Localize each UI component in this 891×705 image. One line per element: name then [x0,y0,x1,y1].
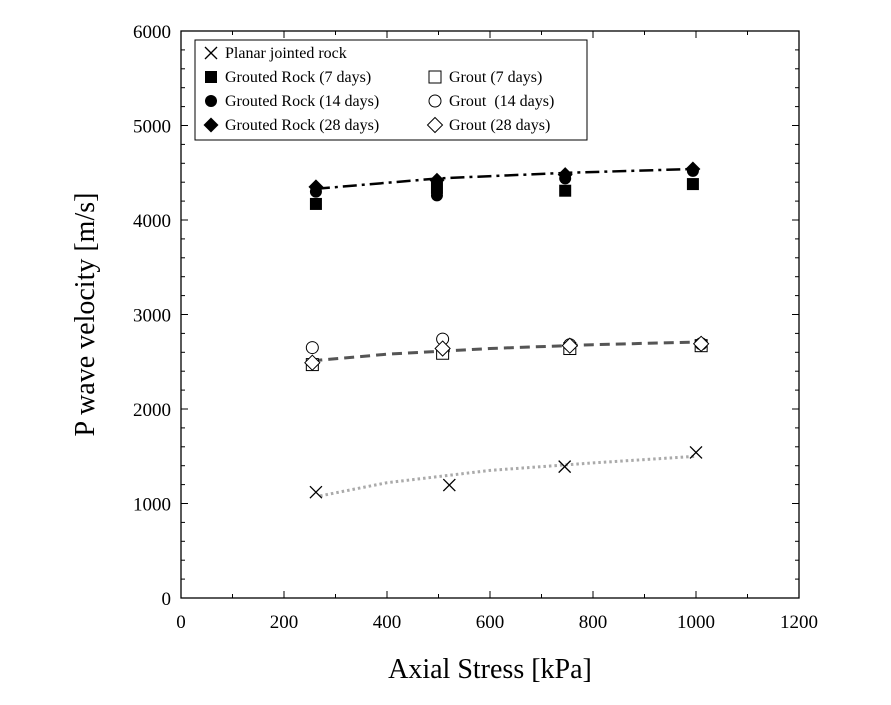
trendline-dash-dot [315,167,693,191]
marker-stroke [442,478,456,492]
data-point-s6 [561,337,579,354]
data-point-s0 [309,485,323,499]
data-point-s3 [557,167,573,183]
trendline-dashed [312,340,702,363]
marker-stroke [689,446,703,459]
legend-label: Grout (14 days) [449,93,554,110]
y-tick-label: 3000 [133,306,171,327]
y-tick-label: 1000 [133,495,171,516]
data-point-s6 [304,354,321,371]
x-tick-label: 1200 [780,612,818,633]
x-tick-label: 800 [579,612,608,633]
legend-marker [203,117,219,133]
legend-label: Grouted Rock (28 days) [225,117,379,134]
marker-stroke [309,485,323,499]
x-tick-label: 400 [373,612,402,633]
data-point-s0 [558,460,572,474]
x-tick-label: 200 [270,612,299,633]
legend-marker [428,94,442,108]
data-point-s5 [305,341,319,355]
marker-stroke [558,460,572,474]
x-tick-label: 600 [476,612,505,633]
data-point-s2 [430,189,443,202]
data-point-s1 [309,197,322,210]
data-point-s3 [429,172,445,188]
y-tick-label: 4000 [133,211,171,232]
data-point-s0 [689,446,703,459]
legend-label: Grout (28 days) [449,117,550,134]
legend-marker [426,116,444,134]
legend-marker [204,46,218,60]
trendline-dotted [319,454,697,498]
x-tick-label: 1000 [677,612,715,633]
legend-label: Grout (7 days) [449,69,542,86]
data-point-s3 [308,179,324,195]
legend-marker [428,70,442,84]
y-tick-label: 6000 [133,22,171,43]
legend-marker [205,71,217,83]
data-point-s6 [692,335,710,353]
x-tick-label: 0 [176,612,186,633]
marker-stroke [204,46,218,60]
legend-label: Grouted Rock (14 days) [225,93,379,110]
data-point-s0 [442,478,456,492]
legend-marker [205,95,217,107]
legend-box [194,39,588,141]
y-axis-title: P wave velocity [m/s] [70,193,101,437]
legend-label: Grouted Rock (7 days) [225,69,371,86]
legend-label: Planar jointed rock [225,45,347,62]
x-axis-title: Axial Stress [kPa] [388,654,592,685]
data-point-s1 [559,184,572,197]
y-tick-label: 0 [162,589,172,610]
data-point-s3 [685,161,701,177]
data-point-s6 [434,340,451,357]
y-tick-label: 5000 [133,117,171,138]
data-point-s1 [686,178,699,191]
y-tick-label: 2000 [133,400,171,421]
